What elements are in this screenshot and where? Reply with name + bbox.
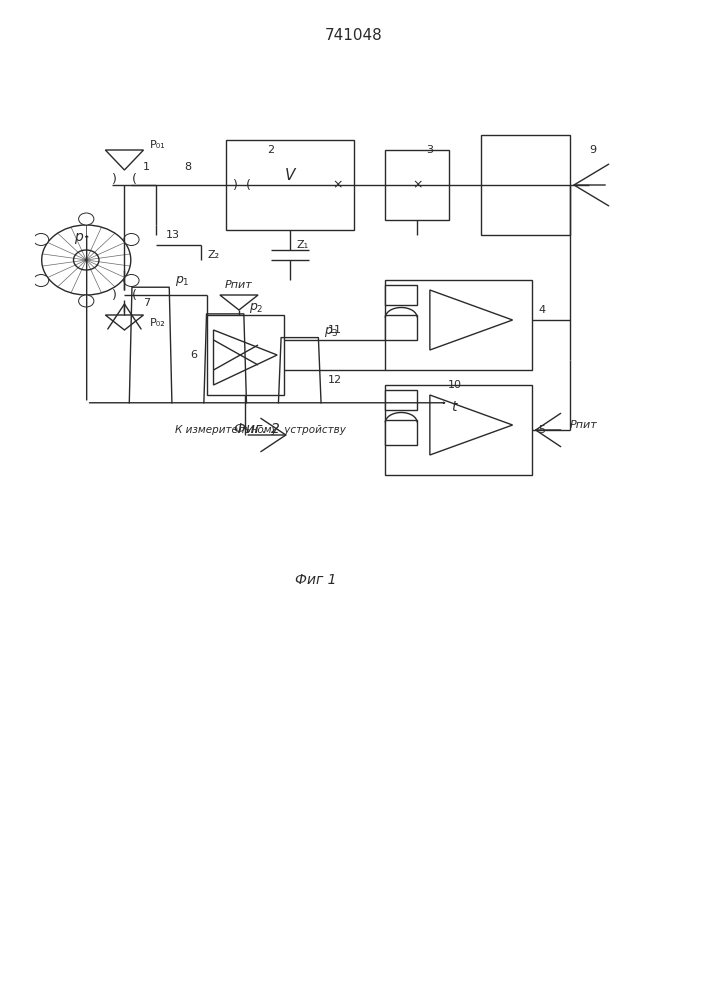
Circle shape bbox=[33, 233, 49, 245]
Text: ): ) bbox=[112, 174, 117, 186]
Text: P₀₁: P₀₁ bbox=[150, 140, 165, 150]
Bar bbox=[207, 315, 284, 395]
Bar bbox=[385, 390, 417, 410]
Circle shape bbox=[124, 233, 139, 245]
Text: Фиг. 2: Фиг. 2 bbox=[234, 422, 280, 436]
Text: $\times$: $\times$ bbox=[411, 178, 423, 192]
Text: К измерительному  устройству: К измерительному устройству bbox=[175, 425, 346, 435]
Text: 4: 4 bbox=[538, 305, 545, 315]
Bar bbox=[385, 420, 417, 445]
Circle shape bbox=[124, 274, 139, 286]
Text: Pпит: Pпит bbox=[570, 420, 597, 430]
Circle shape bbox=[78, 213, 94, 225]
Text: $p_1$: $p_1$ bbox=[175, 274, 189, 288]
Text: V: V bbox=[285, 167, 295, 182]
Text: 13: 13 bbox=[165, 230, 180, 240]
Text: (: ( bbox=[132, 174, 136, 186]
Bar bbox=[385, 280, 532, 370]
Text: 12: 12 bbox=[327, 375, 341, 385]
Text: ): ) bbox=[233, 178, 238, 192]
Bar bbox=[481, 135, 570, 235]
Text: Фиг 1: Фиг 1 bbox=[295, 573, 336, 587]
Bar bbox=[385, 285, 417, 305]
Text: Pпит: Pпит bbox=[225, 280, 253, 290]
Text: t: t bbox=[452, 400, 457, 414]
Text: 3: 3 bbox=[426, 145, 433, 155]
Text: Z₁: Z₁ bbox=[296, 240, 308, 250]
Text: 7: 7 bbox=[143, 298, 151, 308]
Bar bbox=[385, 150, 449, 220]
Text: 11: 11 bbox=[327, 325, 341, 335]
Text: 5: 5 bbox=[538, 425, 545, 435]
Text: p: p bbox=[74, 230, 83, 244]
Text: 1: 1 bbox=[144, 162, 150, 172]
Text: 10: 10 bbox=[448, 380, 462, 390]
Circle shape bbox=[74, 250, 99, 270]
Text: $p_3$: $p_3$ bbox=[324, 325, 339, 339]
Text: (: ( bbox=[132, 288, 136, 302]
Text: 741048: 741048 bbox=[325, 27, 382, 42]
Bar bbox=[385, 315, 417, 340]
Text: P₀₂: P₀₂ bbox=[150, 318, 165, 328]
Bar bbox=[385, 385, 532, 475]
Text: Z₂: Z₂ bbox=[207, 250, 219, 260]
Bar bbox=[226, 140, 354, 230]
Text: (: ( bbox=[246, 178, 251, 192]
Circle shape bbox=[33, 274, 49, 286]
Text: $\times$: $\times$ bbox=[332, 178, 343, 192]
Text: 6: 6 bbox=[191, 350, 198, 360]
Circle shape bbox=[78, 295, 94, 307]
Text: $p_2$: $p_2$ bbox=[249, 301, 264, 315]
Text: ): ) bbox=[112, 288, 117, 302]
Text: 8: 8 bbox=[185, 162, 192, 172]
Text: 9: 9 bbox=[589, 145, 596, 155]
Text: 2: 2 bbox=[267, 145, 274, 155]
